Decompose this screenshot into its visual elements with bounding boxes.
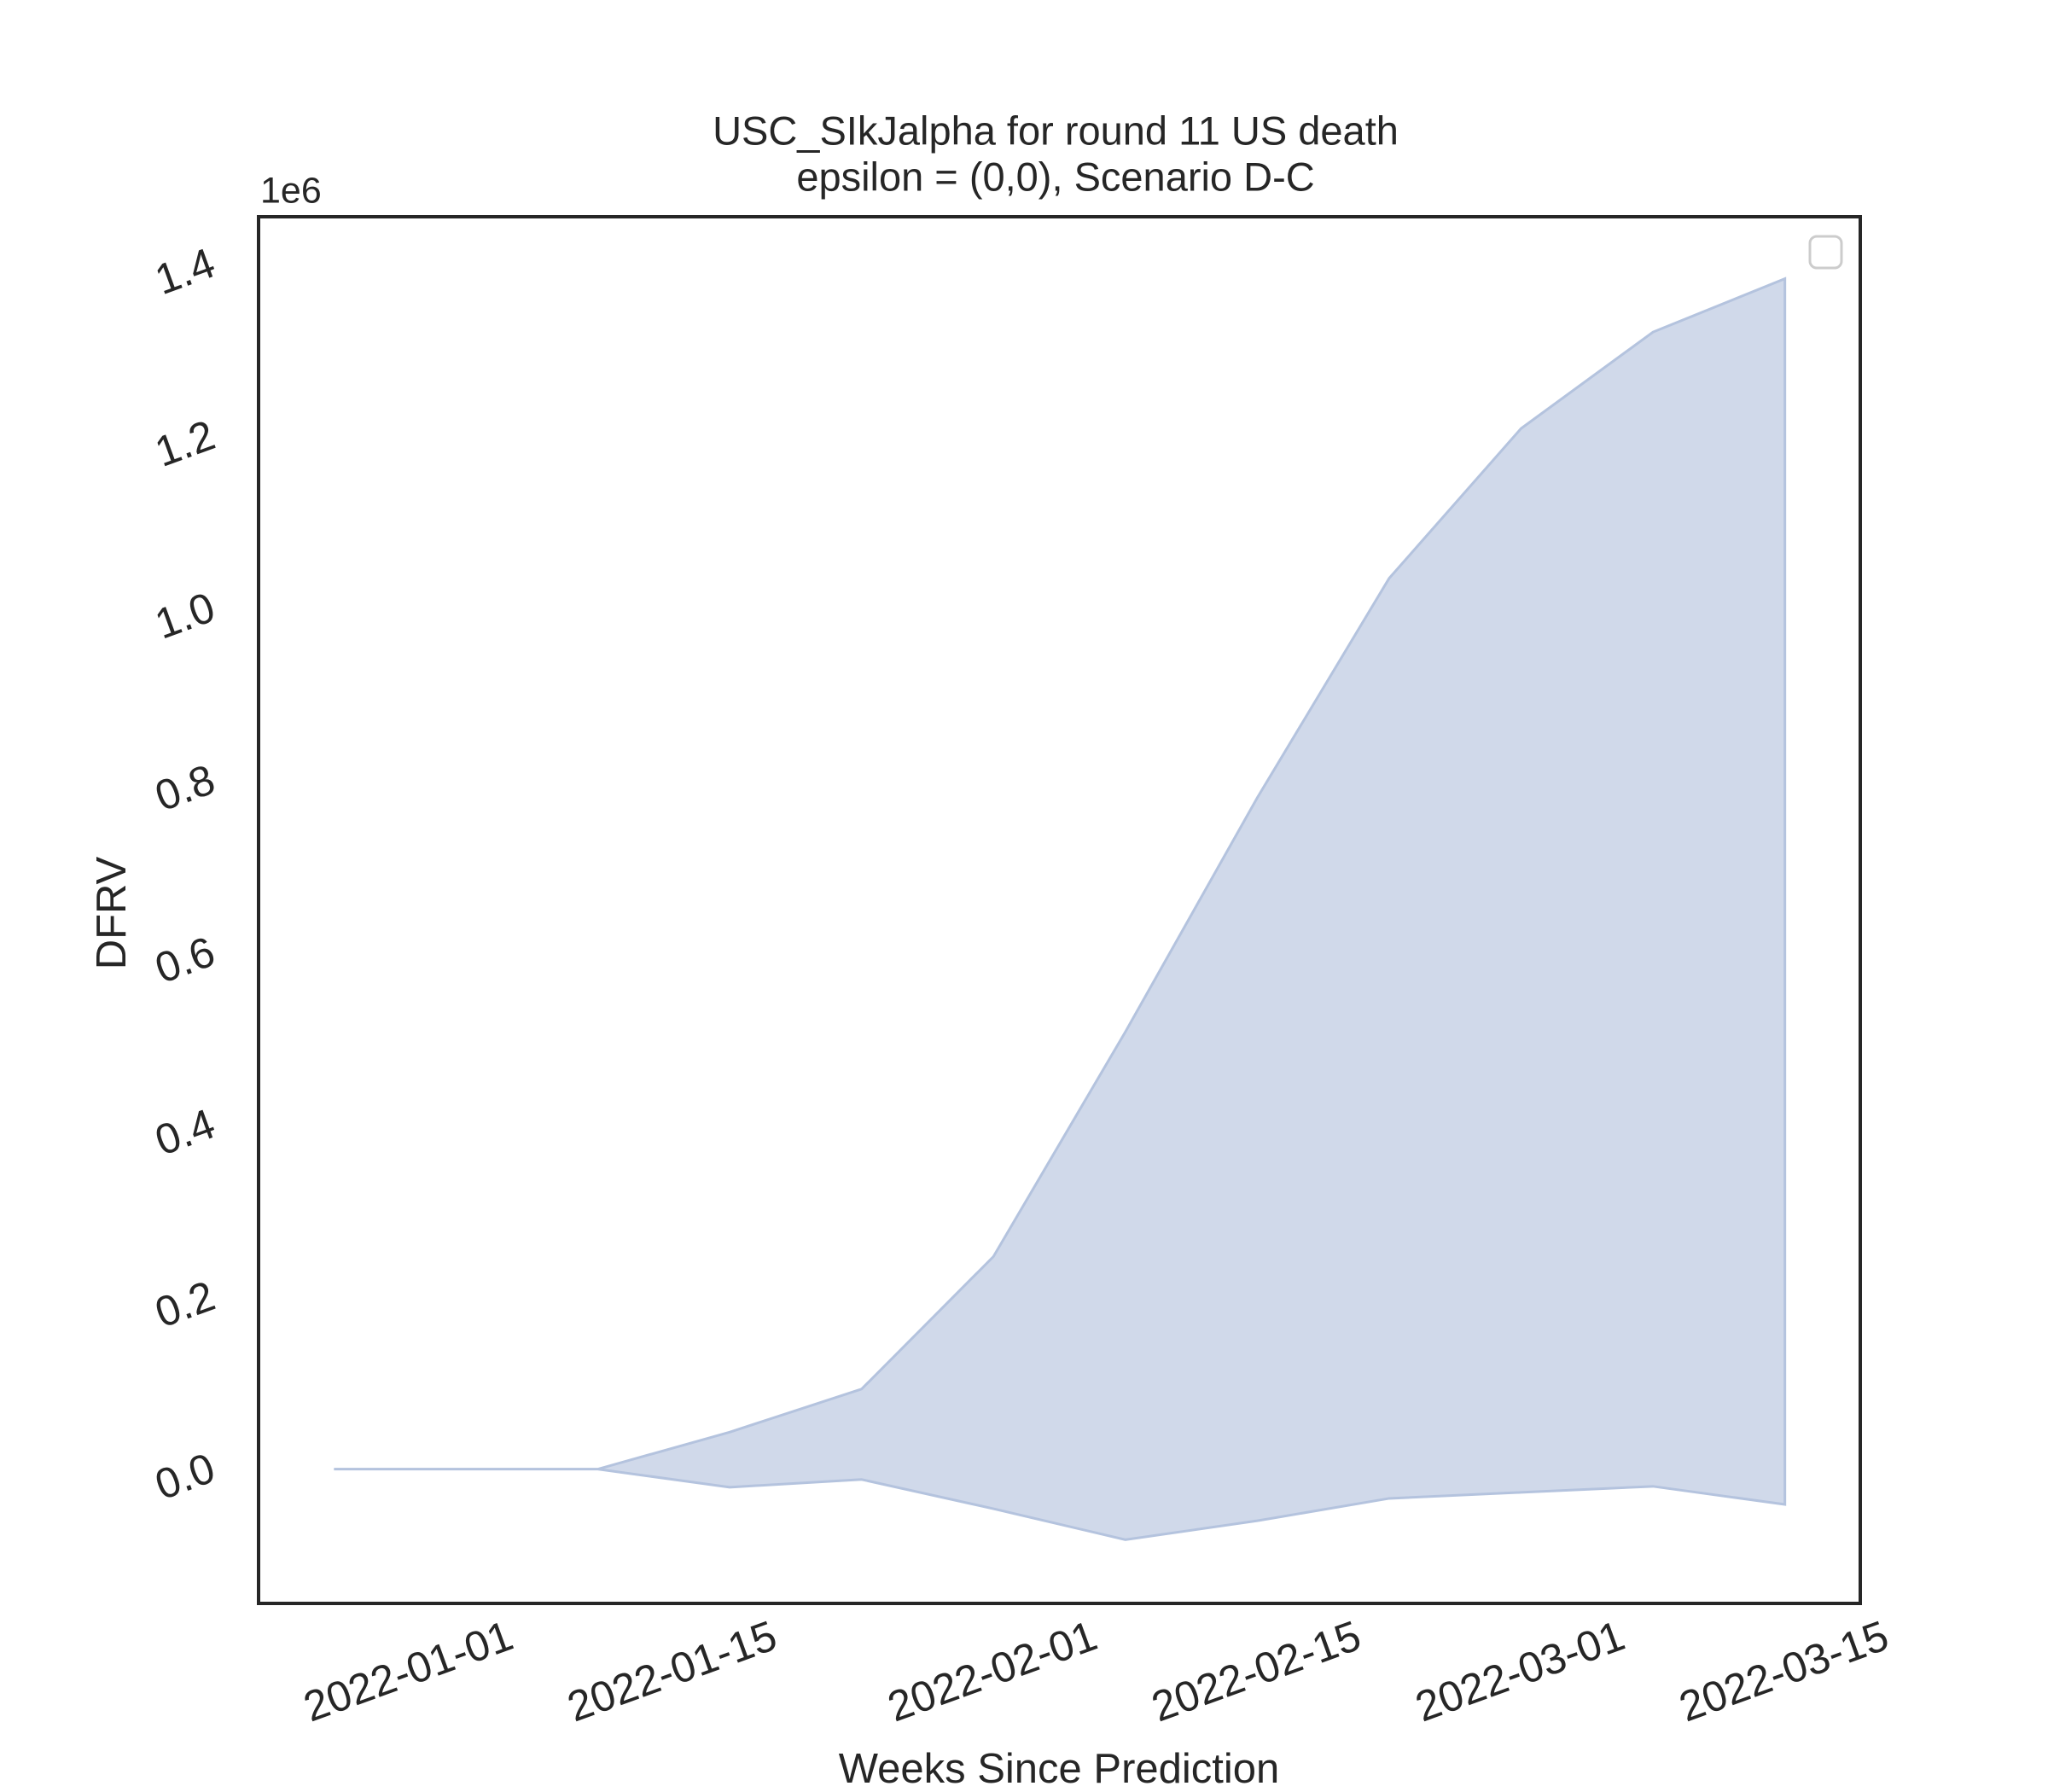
x-tick-label: 2022-01-01: [298, 1611, 519, 1731]
plot-area: [334, 276, 1787, 1541]
y-axis-label: DFRV: [89, 856, 135, 969]
y-offset-label: 1e6: [260, 170, 322, 211]
band-area: [334, 276, 1787, 1541]
y-tick-label: 1.4: [148, 239, 220, 304]
y-tick-label: 1.0: [148, 583, 220, 648]
y-tick-label: 0.8: [148, 755, 220, 820]
x-tick-label: 2022-02-15: [1145, 1611, 1366, 1731]
chart-subtitle: epsilon = (0,0), Scenario D-C: [796, 154, 1314, 199]
x-tick-label: 2022-01-15: [561, 1611, 783, 1731]
y-tick-label: 1.2: [148, 410, 220, 475]
y-tick-label: 0.0: [148, 1444, 220, 1509]
x-tick-label: 2022-03-01: [1409, 1611, 1630, 1731]
x-tick-label: 2022-03-15: [1673, 1611, 1894, 1731]
x-axis-label: Weeks Since Prediction: [839, 1746, 1280, 1792]
y-tick-label: 0.4: [148, 1099, 220, 1164]
axes-frame: [257, 215, 1862, 1605]
chart-title: USC_SIkJalpha for round 11 US death: [713, 108, 1399, 153]
x-tick-label: 2022-02-01: [881, 1611, 1103, 1731]
legend-box: [1808, 235, 1843, 270]
y-tick-label: 0.2: [148, 1271, 220, 1336]
y-tick-label: 0.6: [148, 928, 220, 992]
